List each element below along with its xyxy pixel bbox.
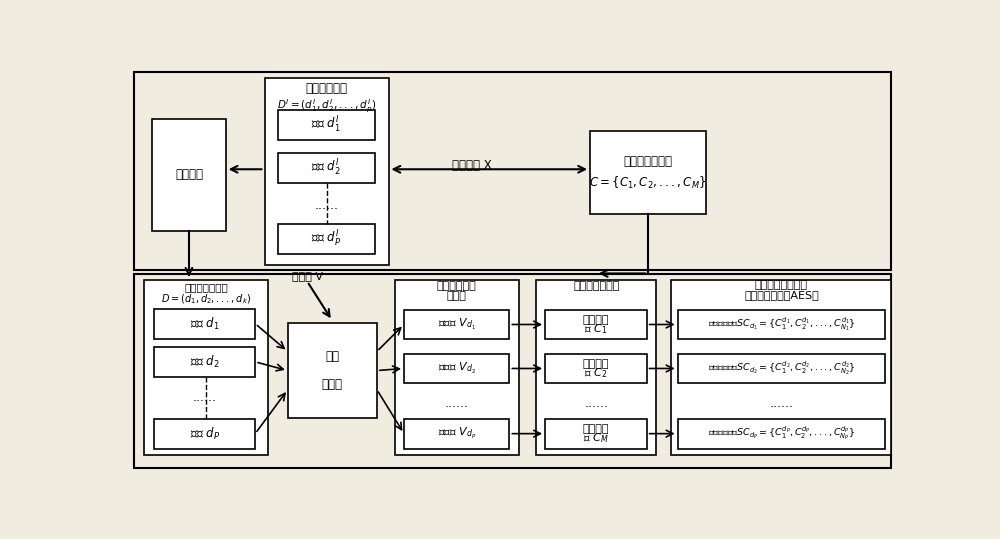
Text: $\mathrm{验证集}\ V_{d_1}$: $\mathrm{验证集}\ V_{d_1}$ — [438, 317, 476, 332]
Text: ......: ...... — [584, 397, 608, 410]
Text: $\mathrm{原子}\ d_2^I$: $\mathrm{原子}\ d_2^I$ — [311, 158, 341, 178]
Bar — [278, 224, 375, 253]
Bar — [536, 280, 656, 455]
Bar — [590, 131, 706, 214]
Bar — [154, 347, 255, 377]
Text: 提取: 提取 — [325, 350, 339, 363]
Bar — [545, 354, 647, 383]
Text: $\mathrm{原子}\ d_2$: $\mathrm{原子}\ d_2$ — [190, 354, 220, 370]
Text: $\mathrm{原子集成系统}SC_{d_1}=\{C_1^{d_1},C_2^{d_1},...,C_{N_1}^{d_1}\}$: $\mathrm{原子集成系统}SC_{d_1}=\{C_1^{d_1},C_2… — [708, 316, 855, 333]
Text: ......: ...... — [314, 199, 338, 212]
Text: $\mathrm{原子集成系统}SC_{d_2}=\{C_1^{d_2},C_2^{d_2},...,C_{N_2}^{d_2}\}$: $\mathrm{原子集成系统}SC_{d_2}=\{C_1^{d_2},C_2… — [708, 360, 855, 377]
Text: 验证集: 验证集 — [322, 378, 343, 391]
Bar — [545, 419, 647, 448]
Text: 产生初始字典: 产生初始字典 — [306, 82, 348, 95]
Bar — [404, 419, 509, 448]
Text: $C=\{C_1,C_2,...,C_M\}$: $C=\{C_1,C_2,...,C_M\}$ — [589, 175, 707, 191]
Text: 器 $C_M$: 器 $C_M$ — [583, 431, 609, 445]
Text: $\mathrm{原子}\ d_1^I$: $\mathrm{原子}\ d_1^I$ — [311, 115, 341, 135]
Text: $D^I=(d_1^I,d_2^I,...,d_p^I)$: $D^I=(d_1^I,d_2^I,...,d_p^I)$ — [277, 98, 376, 115]
Text: 个体分类: 个体分类 — [583, 315, 609, 325]
Text: 器 $C_1$: 器 $C_1$ — [584, 322, 607, 336]
Bar — [154, 309, 255, 338]
Text: $\mathrm{原子}\ d_P^I$: $\mathrm{原子}\ d_P^I$ — [311, 229, 341, 248]
Text: 个体分类: 个体分类 — [583, 424, 609, 434]
Bar — [144, 280, 268, 455]
Text: 产生个体分类器: 产生个体分类器 — [624, 155, 673, 168]
Text: ......: ...... — [445, 397, 469, 410]
Bar — [671, 280, 891, 455]
Text: $\mathrm{验证集}\ V_{d_P}$: $\mathrm{验证集}\ V_{d_P}$ — [438, 426, 476, 441]
Text: 器 $C_2$: 器 $C_2$ — [584, 366, 607, 380]
Text: 选择个体分类器: 选择个体分类器 — [573, 281, 619, 291]
Text: $D=(d_1,d_2,...,d_k)$: $D=(d_1,d_2,...,d_k)$ — [161, 292, 252, 306]
Text: $\mathrm{原子集成系统}SC_{d_P}=\{C_1^{d_P},C_2^{d_P},...,C_{N_P}^{d_P}\}$: $\mathrm{原子集成系统}SC_{d_P}=\{C_1^{d_P},C_2… — [708, 425, 855, 443]
Text: $\mathrm{原子}\ d_P$: $\mathrm{原子}\ d_P$ — [190, 426, 220, 441]
Bar — [288, 323, 377, 418]
Text: 已训练好的字典: 已训练好的字典 — [184, 282, 228, 292]
Bar — [678, 354, 885, 383]
Text: 验证集 V: 验证集 V — [292, 271, 323, 281]
Bar — [678, 419, 885, 448]
Bar — [154, 419, 255, 448]
Bar — [395, 280, 519, 455]
Text: 训练字典: 训练字典 — [175, 168, 203, 181]
Text: 个体分类: 个体分类 — [583, 359, 609, 369]
Bar — [404, 309, 509, 340]
Text: 训练集合 X: 训练集合 X — [452, 159, 492, 172]
Text: 每一个原子的: 每一个原子的 — [437, 281, 477, 291]
Bar — [278, 153, 375, 183]
Bar — [545, 309, 647, 340]
Text: 原子集成系统（AES）: 原子集成系统（AES） — [744, 291, 819, 300]
Text: $\mathrm{验证集}\ V_{d_2}$: $\mathrm{验证集}\ V_{d_2}$ — [438, 361, 476, 376]
Text: ......: ...... — [769, 397, 793, 410]
Text: 验证集: 验证集 — [447, 291, 467, 301]
Bar — [264, 78, 388, 265]
Bar — [134, 72, 891, 270]
Bar — [152, 119, 226, 231]
Text: 为每一个原子产生: 为每一个原子产生 — [755, 280, 808, 290]
Bar — [134, 274, 891, 468]
Bar — [404, 354, 509, 383]
Bar — [278, 110, 375, 140]
Text: ......: ...... — [193, 391, 217, 404]
Bar — [678, 309, 885, 340]
Text: $\mathrm{原子}\ d_1$: $\mathrm{原子}\ d_1$ — [190, 316, 220, 331]
